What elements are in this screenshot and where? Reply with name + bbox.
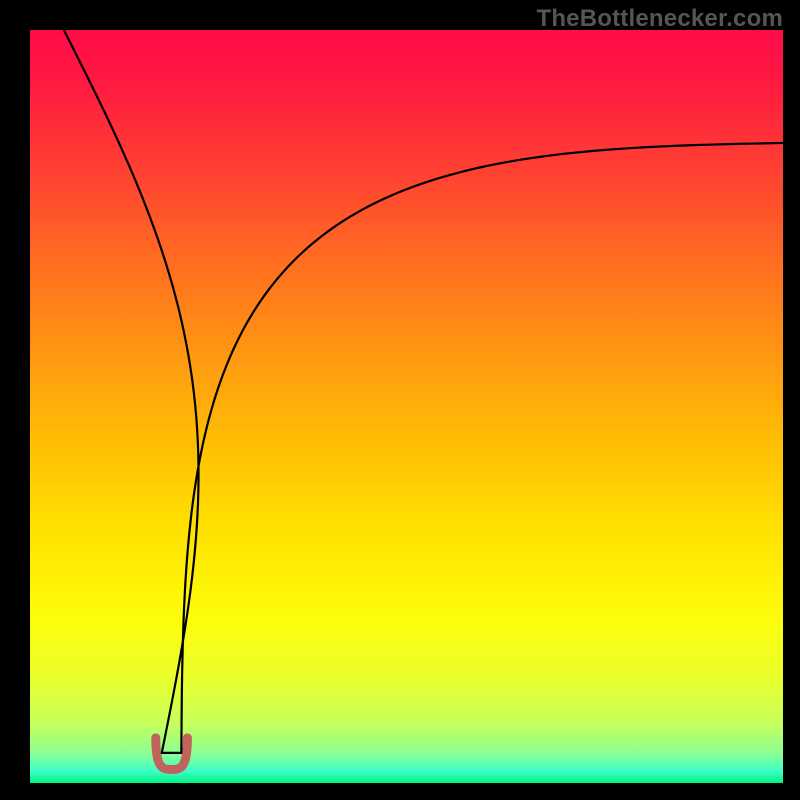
chart-svg: [0, 0, 800, 800]
bottleneck-curve: [64, 30, 783, 753]
watermark-text: TheBottlenecker.com: [536, 5, 783, 33]
chart-frame: TheBottlenecker.com: [0, 0, 800, 800]
